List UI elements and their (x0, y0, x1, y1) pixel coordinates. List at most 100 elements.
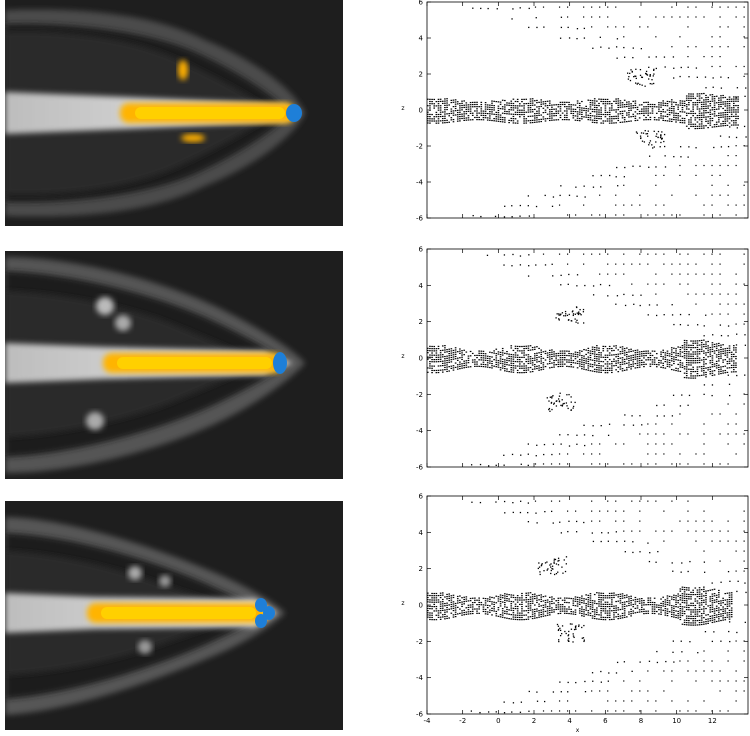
particle (459, 365, 461, 368)
particle (616, 166, 618, 169)
particle (628, 362, 630, 364)
z-tick-label: -2 (416, 143, 423, 151)
particle (655, 353, 658, 355)
particle (523, 120, 525, 122)
particle (736, 631, 738, 634)
particle (718, 121, 720, 123)
particle (508, 594, 510, 596)
particle (602, 361, 605, 363)
particle (558, 313, 560, 315)
particle (506, 104, 508, 106)
particle (711, 670, 713, 672)
particle (619, 357, 622, 359)
particle (531, 346, 534, 349)
particle (639, 415, 641, 417)
particle (651, 604, 654, 606)
particle (566, 365, 568, 368)
particle (709, 604, 712, 607)
particle (670, 607, 673, 609)
particle (718, 117, 720, 119)
particle (544, 365, 547, 368)
particle (446, 604, 448, 606)
particle (431, 619, 433, 621)
particle (450, 597, 453, 599)
particle (695, 293, 697, 295)
particle (433, 103, 436, 105)
particle (711, 357, 714, 359)
particle (664, 115, 667, 117)
particle (705, 103, 707, 105)
particle (698, 348, 701, 351)
particle (519, 111, 521, 113)
particle (632, 612, 635, 614)
particle (696, 624, 699, 626)
particle (611, 597, 613, 599)
particle (617, 349, 620, 351)
particle (589, 117, 592, 119)
particle (471, 119, 474, 121)
particle (632, 105, 635, 107)
particle (574, 605, 577, 607)
particle (454, 110, 457, 112)
particle (724, 372, 727, 374)
particle (467, 104, 470, 106)
particle (591, 690, 593, 692)
particle (471, 606, 474, 608)
particle (548, 605, 551, 607)
particle (719, 560, 721, 562)
particle (705, 343, 707, 345)
particle (668, 109, 671, 111)
particle (655, 357, 658, 359)
particle (655, 606, 658, 608)
particle (685, 377, 688, 379)
particle (655, 561, 657, 563)
particle (632, 113, 635, 115)
particle (454, 607, 457, 609)
particle (713, 610, 716, 612)
particle (719, 46, 721, 48)
particle (516, 610, 519, 612)
particle (649, 119, 652, 121)
particle (531, 121, 534, 124)
particle (506, 102, 508, 104)
particle (511, 711, 513, 713)
particle (690, 355, 692, 357)
particle (621, 363, 624, 365)
particle (694, 375, 697, 377)
particle (495, 366, 498, 368)
particle (634, 111, 637, 113)
particle (563, 597, 566, 599)
particle (544, 599, 547, 602)
particle (623, 116, 626, 119)
particle (583, 639, 585, 641)
particle (433, 369, 436, 372)
particle (504, 612, 506, 615)
particle (719, 313, 721, 315)
particle (606, 120, 609, 122)
particle (639, 194, 641, 196)
particle (705, 371, 707, 374)
particle (688, 346, 690, 349)
particle (508, 113, 510, 115)
particle (611, 116, 613, 118)
particle (690, 602, 692, 604)
particle (688, 353, 690, 355)
particle (469, 606, 472, 608)
particle (677, 355, 679, 357)
particle (726, 120, 729, 122)
particle (598, 596, 600, 598)
particle (711, 602, 714, 604)
particle (499, 358, 502, 360)
particle (643, 352, 645, 355)
particle (685, 97, 688, 99)
particle (653, 597, 656, 599)
particle (713, 343, 716, 346)
particle (478, 106, 480, 108)
particle (713, 100, 716, 102)
particle (435, 352, 438, 354)
particle (615, 26, 617, 28)
particle (491, 356, 493, 358)
particle (499, 116, 502, 118)
particle (566, 116, 568, 119)
particle (621, 370, 624, 372)
